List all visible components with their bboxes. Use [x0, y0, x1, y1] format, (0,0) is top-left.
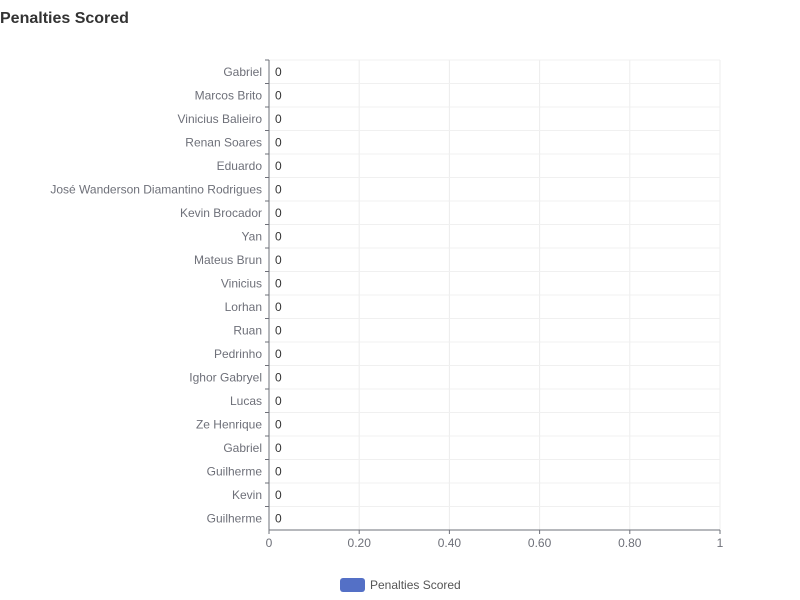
bar-value-label: 0: [275, 206, 282, 220]
bar-value-label: 0: [275, 394, 282, 408]
bar-value-label: 0: [275, 370, 282, 384]
x-tick-label: 0.80: [618, 536, 642, 550]
y-tick-label: Pedrinho: [214, 347, 262, 361]
y-tick-label: Gabriel: [223, 441, 262, 455]
bar-value-label: 0: [275, 159, 282, 173]
y-tick-label: Vinicius: [221, 276, 262, 290]
x-tick-label: 0: [266, 536, 273, 550]
y-tick-label: Gabriel: [223, 65, 262, 79]
y-tick-label: Yan: [242, 229, 262, 243]
bar-value-label: 0: [275, 229, 282, 243]
bar-value-label: 0: [275, 88, 282, 102]
bar-value-label: 0: [275, 488, 282, 502]
x-tick-label: 0.60: [528, 536, 552, 550]
y-tick-label: Mateus Brun: [194, 253, 262, 267]
y-tick-label: Renan Soares: [185, 135, 262, 149]
y-tick-label: Ruan: [233, 323, 262, 337]
bar-value-label: 0: [275, 417, 282, 431]
bar-value-label: 0: [275, 323, 282, 337]
legend-swatch: [340, 578, 365, 592]
bar-value-label: 0: [275, 347, 282, 361]
x-tick-label: 0.40: [438, 536, 462, 550]
bar-value-label: 0: [275, 276, 282, 290]
y-tick-label: Kevin Brocador: [180, 206, 262, 220]
bar-value-label: 0: [275, 464, 282, 478]
x-tick-label: 1: [717, 536, 724, 550]
legend-label: Penalties Scored: [370, 578, 461, 592]
bar-value-label: 0: [275, 511, 282, 525]
y-tick-label: Kevin: [232, 488, 262, 502]
bar-value-label: 0: [275, 300, 282, 314]
bar-value-label: 0: [275, 65, 282, 79]
y-tick-label: Marcos Brito: [195, 88, 263, 102]
y-tick-label: Guilherme: [207, 511, 263, 525]
y-tick-label: Guilherme: [207, 464, 263, 478]
y-tick-label: Lorhan: [225, 300, 262, 314]
bar-value-label: 0: [275, 135, 282, 149]
bar-value-label: 0: [275, 441, 282, 455]
y-tick-label: Lucas: [230, 394, 262, 408]
x-tick-label: 0.20: [348, 536, 372, 550]
chart-legend[interactable]: Penalties Scored: [340, 578, 461, 592]
bar-value-label: 0: [275, 112, 282, 126]
y-tick-label: Vinicius Balieiro: [178, 112, 263, 126]
bar-value-label: 0: [275, 253, 282, 267]
y-tick-label: Eduardo: [217, 159, 263, 173]
y-tick-label: José Wanderson Diamantino Rodrigues: [50, 182, 262, 196]
chart-title: Penalties Scored: [0, 10, 129, 27]
y-tick-label: Ze Henrique: [196, 417, 262, 431]
y-tick-label: Ighor Gabryel: [189, 370, 262, 384]
bar-value-label: 0: [275, 182, 282, 196]
